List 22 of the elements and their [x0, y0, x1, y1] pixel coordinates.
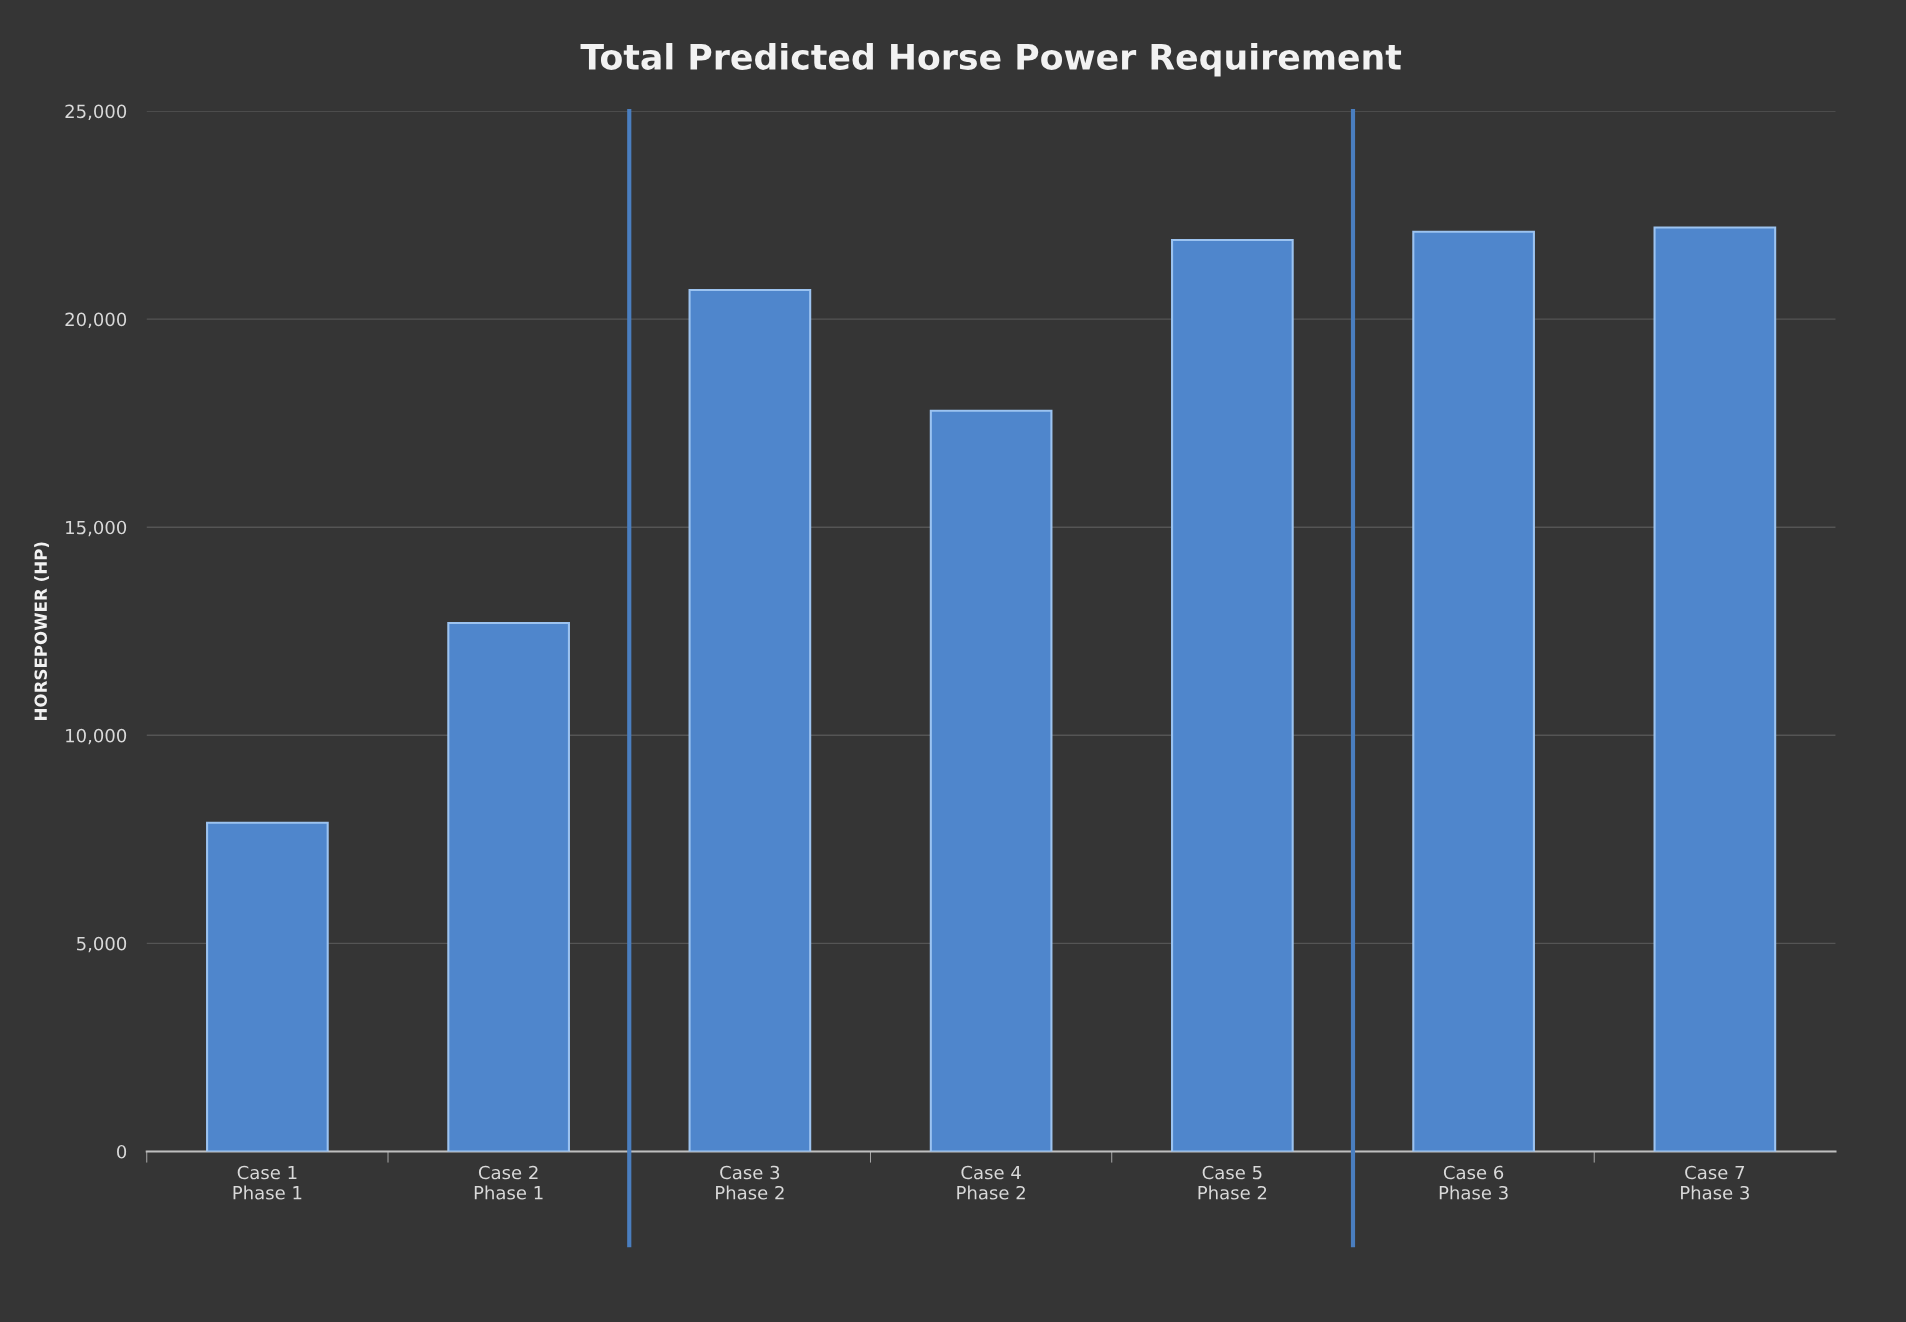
x-tick-label: Case 6 Phase 3 — [1439, 1165, 1508, 1200]
bar — [1412, 230, 1535, 1152]
y-axis-title: HORSEPOWER (HP) — [34, 542, 49, 720]
bar — [688, 288, 812, 1152]
bar — [206, 821, 329, 1152]
bar — [929, 409, 1053, 1152]
y-tick-label: 0 — [117, 1144, 127, 1159]
y-tick-label: 15,000 — [66, 520, 127, 537]
y-tick-label: 5,000 — [77, 936, 127, 953]
x-tick-label: Case 3 Phase 2 — [716, 1165, 784, 1200]
x-tick-label: Case 1 Phase 1 — [233, 1165, 302, 1200]
chart-title: Total Predicted Horse Power Requirement — [580, 43, 1402, 77]
y-tick-label: 10,000 — [66, 728, 127, 745]
x-tick-label: Case 4 Phase 2 — [957, 1165, 1025, 1200]
bar — [1653, 226, 1777, 1152]
y-tick-label: 20,000 — [65, 312, 127, 329]
x-tick-label: Case 5 Phase 2 — [1198, 1165, 1267, 1200]
x-tick-label: Case 7 Phase 3 — [1681, 1165, 1749, 1200]
bar — [447, 621, 570, 1152]
x-tick-label: Case 2 Phase 1 — [474, 1165, 543, 1200]
bar — [1171, 239, 1294, 1152]
y-tick-label: 25,000 — [65, 104, 127, 121]
